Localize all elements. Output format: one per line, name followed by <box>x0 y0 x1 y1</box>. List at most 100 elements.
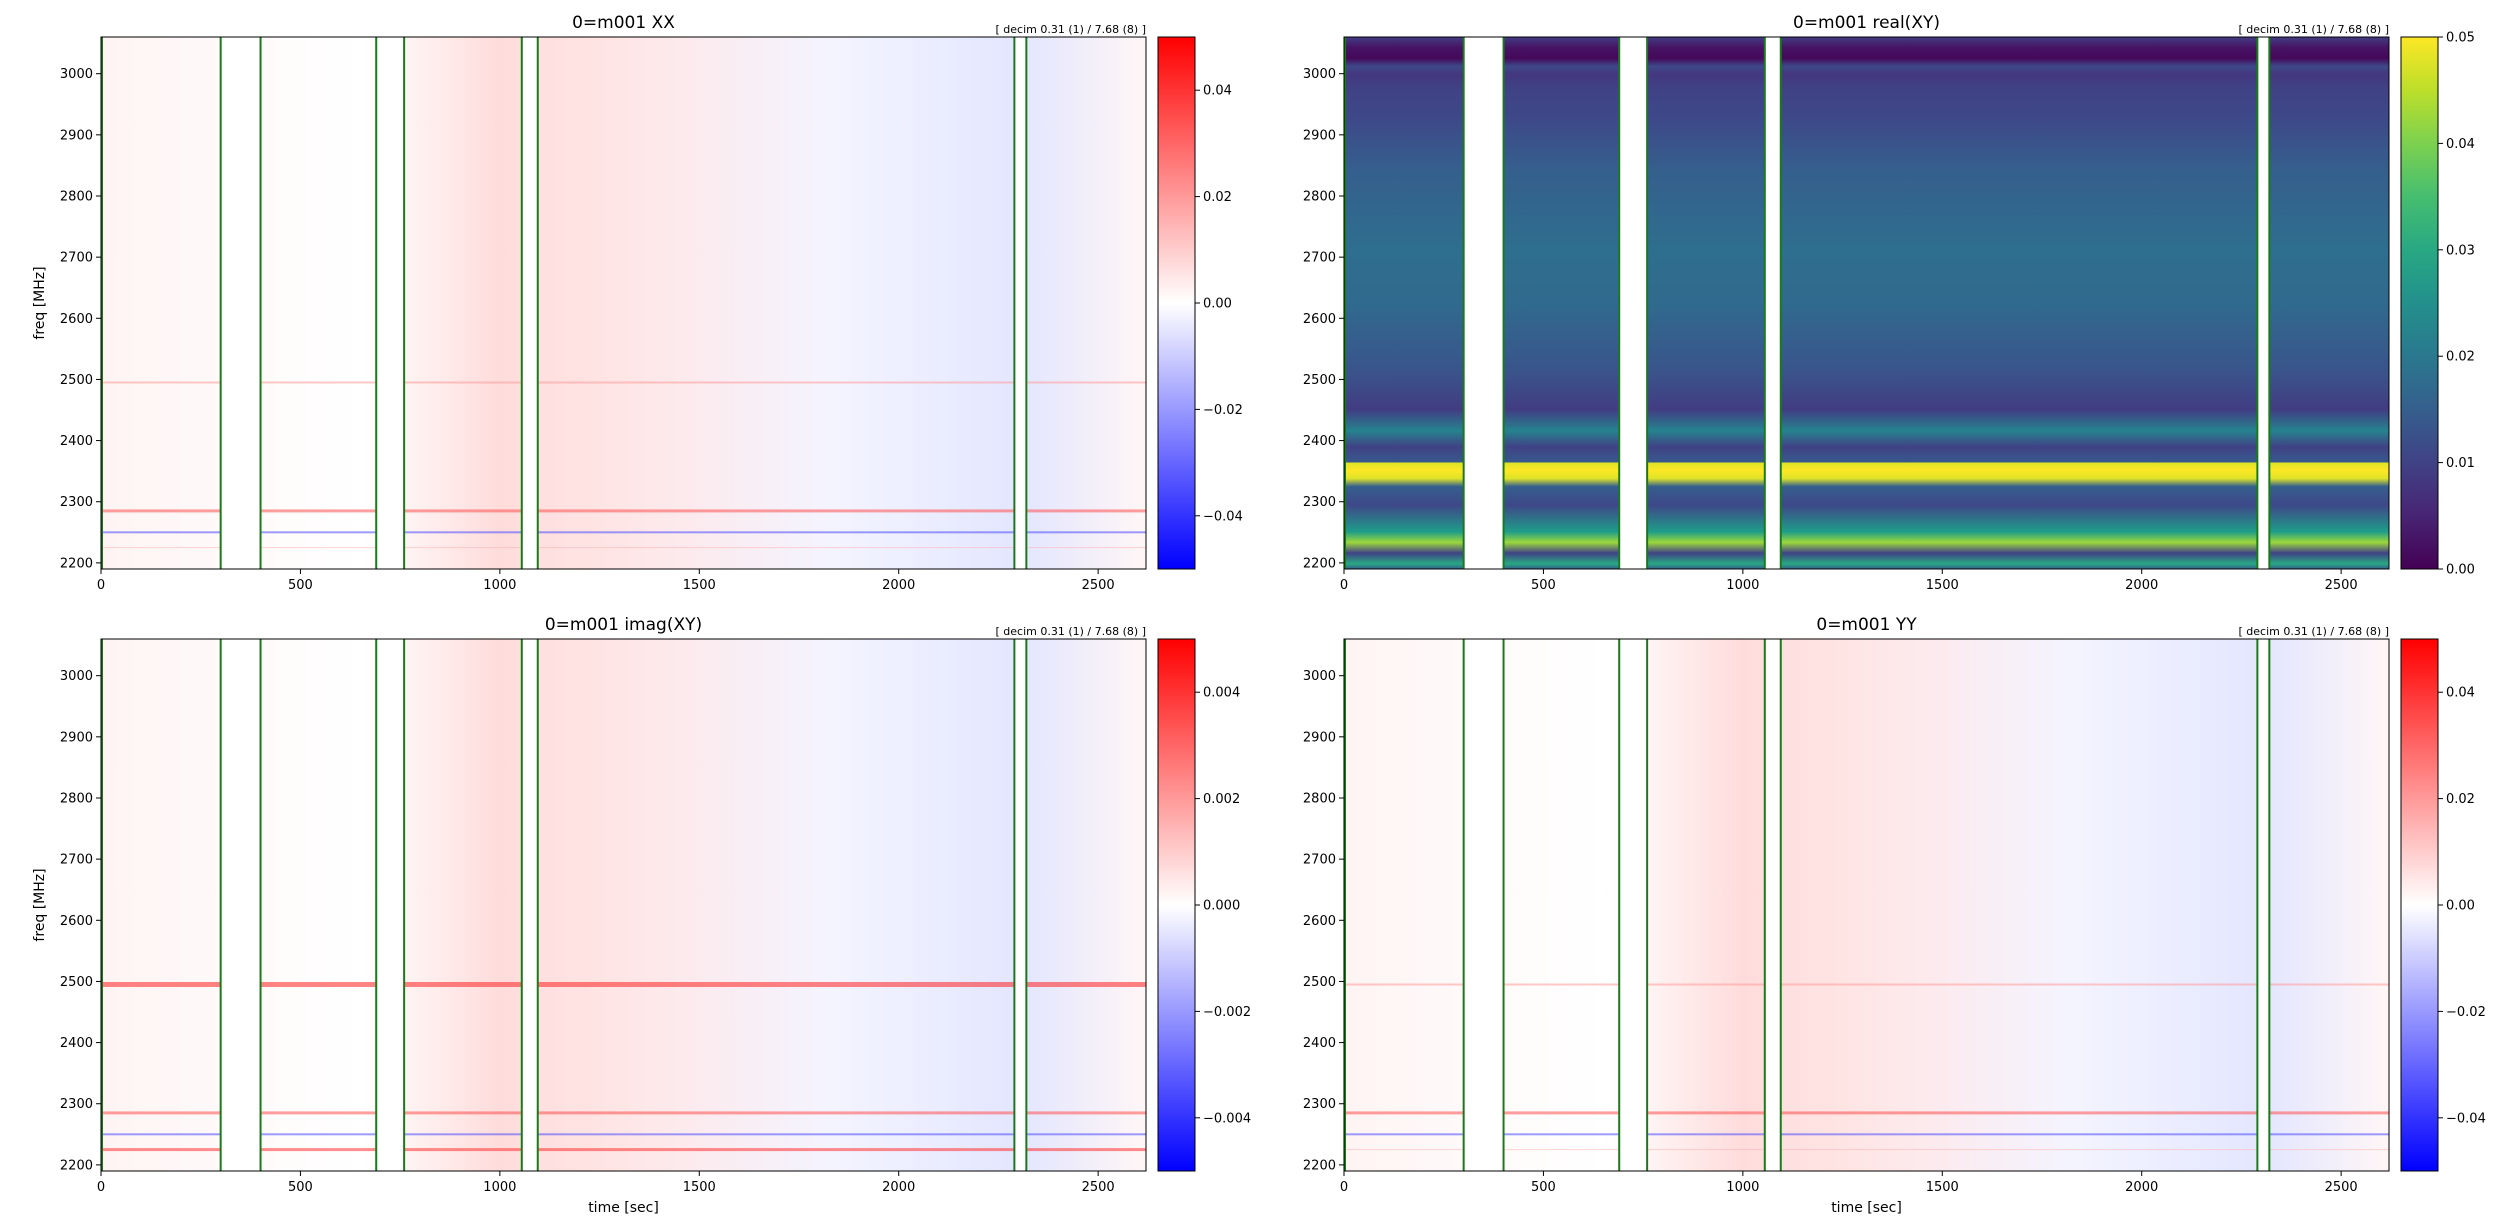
x-tick-label: 2500 <box>2325 578 2358 593</box>
x-tick-label: 0 <box>1340 1180 1348 1195</box>
y-tick-label: 2500 <box>1303 975 1336 990</box>
axes-frame <box>100 638 1147 1172</box>
colorbar-tick-label: 0.01 <box>2446 456 2475 471</box>
y-tick-label: 2800 <box>60 791 93 806</box>
y-tick-label: 2900 <box>60 730 93 745</box>
y-tick-label: 2900 <box>1303 730 1336 745</box>
x-tick-label: 2500 <box>2325 1180 2358 1195</box>
colorbar-tick-label: −0.002 <box>1203 1005 1251 1020</box>
heatmap-field <box>101 37 1146 569</box>
y-tick-label: 2500 <box>60 975 93 990</box>
y-tick-label: 2300 <box>1303 1097 1336 1112</box>
x-tick-label: 2000 <box>882 1180 915 1195</box>
y-tick-label: 2600 <box>1303 914 1336 929</box>
colorbar-tick-label: 0.03 <box>2446 243 2475 258</box>
flag-gap <box>521 37 538 569</box>
chart-title: 0=m001 imag(XY) <box>545 615 702 635</box>
x-tick-label: 500 <box>288 578 313 593</box>
y-tick-label: 3000 <box>60 67 93 82</box>
flag-gap <box>1463 37 1504 569</box>
y-tick-label: 2700 <box>60 853 93 868</box>
flag-gap <box>2257 37 2270 569</box>
x-tick-label: 1000 <box>483 1180 516 1195</box>
x-tick-label: 2000 <box>2125 578 2158 593</box>
decim-annotation: [ decim 0.31 (1) / 7.68 (8) ] <box>996 23 1146 36</box>
colorbar-tick-label: 0.02 <box>1203 190 1232 205</box>
y-tick-label: 2200 <box>1303 556 1336 571</box>
decim-annotation: [ decim 0.31 (1) / 7.68 (8) ] <box>2239 23 2389 36</box>
y-tick-label: 2300 <box>60 1097 93 1112</box>
y-tick-label: 2600 <box>1303 312 1336 327</box>
colorbar-tick-label: 0.04 <box>2446 137 2475 152</box>
flag-gap <box>1014 639 1027 1171</box>
x-tick-label: 500 <box>1531 1180 1556 1195</box>
y-axis-label: freq [MHz] <box>32 868 48 941</box>
panel-4: 0 500 1000 1500 2000 2500 2200 2300 2400 2500 2600… <box>1303 615 2486 1216</box>
x-tick-label: 500 <box>1531 578 1556 593</box>
x-tick-label: 500 <box>288 1180 313 1195</box>
rfi-streak <box>101 509 1146 513</box>
flag-gap <box>521 639 538 1171</box>
colorbar-tick-label: −0.04 <box>1203 509 1243 524</box>
colorbar <box>2400 638 2439 1172</box>
decim-annotation: [ decim 0.31 (1) / 7.68 (8) ] <box>2239 625 2389 638</box>
y-tick-label: 2900 <box>1303 128 1336 143</box>
y-tick-label: 2500 <box>1303 373 1336 388</box>
chart-title: 0=m001 YY <box>1816 615 1917 635</box>
flag-gap <box>2257 639 2270 1171</box>
colorbar-tick-label: 0.02 <box>2446 792 2475 807</box>
x-tick-label: 1000 <box>1726 1180 1759 1195</box>
flag-gap <box>376 639 405 1171</box>
colorbar <box>2400 36 2439 570</box>
x-tick-label: 0 <box>97 578 105 593</box>
x-tick-label: 1500 <box>1926 1180 1959 1195</box>
y-tick-label: 2400 <box>1303 434 1336 449</box>
x-axis-label: time [sec] <box>1831 1200 1902 1216</box>
y-tick-label: 2900 <box>60 128 93 143</box>
y-axis-label: freq [MHz] <box>32 266 48 339</box>
axes-frame <box>100 36 1147 570</box>
y-tick-label: 3000 <box>60 669 93 684</box>
y-tick-label: 2200 <box>60 1158 93 1173</box>
colorbar-tick-label: 0.000 <box>1203 899 1240 914</box>
heatmap-field <box>101 639 1146 1171</box>
x-tick-label: 2000 <box>2125 1180 2158 1195</box>
flag-gap <box>1619 639 1648 1171</box>
heatmap-field <box>1344 37 2389 569</box>
axes-frame <box>1343 36 2390 570</box>
rfi-streak <box>1344 1149 2389 1151</box>
rfi-streak <box>1344 983 2389 986</box>
rfi-streak <box>1344 1111 2389 1115</box>
colorbar-tick-label: 0.00 <box>1203 297 1232 312</box>
x-tick-label: 0 <box>97 1180 105 1195</box>
y-tick-label: 2300 <box>1303 495 1336 510</box>
panel-1: 0 500 1000 1500 2000 2500 2200 2300 2400 2500 2600… <box>32 13 1243 593</box>
x-tick-label: 1500 <box>1926 578 1959 593</box>
x-tick-label: 1000 <box>1726 578 1759 593</box>
y-tick-label: 2700 <box>60 251 93 266</box>
y-tick-label: 3000 <box>1303 669 1336 684</box>
chart-title: 0=m001 XX <box>572 13 675 33</box>
x-tick-label: 2500 <box>1082 1180 1115 1195</box>
colorbar-tick-label: 0.00 <box>2446 563 2475 578</box>
y-tick-label: 2800 <box>1303 791 1336 806</box>
rfi-streak <box>1344 1133 2389 1136</box>
y-tick-label: 2200 <box>1303 1158 1336 1173</box>
x-tick-label: 1500 <box>683 1180 716 1195</box>
colorbar <box>1157 638 1196 1172</box>
colorbar-tick-label: −0.02 <box>1203 403 1243 418</box>
panel-2: 0 500 1000 1500 2000 2500 2200 2300 2400 2500 2600… <box>1303 13 2475 593</box>
axes-frame <box>1343 638 2390 1172</box>
y-tick-label: 2600 <box>60 914 93 929</box>
y-tick-label: 2700 <box>1303 853 1336 868</box>
y-tick-label: 2200 <box>60 556 93 571</box>
colorbar-tick-label: 0.00 <box>2446 899 2475 914</box>
y-tick-label: 2600 <box>60 312 93 327</box>
y-tick-label: 2700 <box>1303 251 1336 266</box>
y-tick-label: 2400 <box>60 1036 93 1051</box>
x-tick-label: 2500 <box>1082 578 1115 593</box>
colorbar-tick-label: −0.04 <box>2446 1111 2486 1126</box>
colorbar-tick-label: 0.05 <box>2446 31 2475 46</box>
x-tick-label: 1500 <box>683 578 716 593</box>
